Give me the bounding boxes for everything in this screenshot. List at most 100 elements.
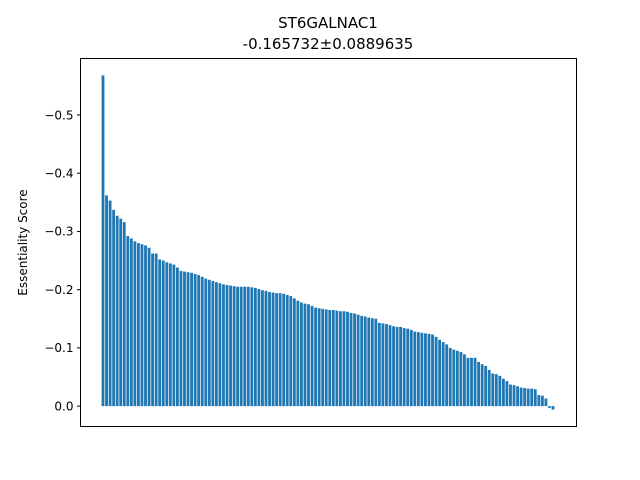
bar — [250, 287, 254, 407]
bar — [278, 293, 282, 407]
bar — [165, 262, 169, 407]
bar — [115, 215, 119, 407]
bar — [544, 398, 548, 407]
bar — [246, 286, 250, 407]
y-axis: 0.0 −0.1 −0.2 −0.3 −0.4 −0.5 — [44, 108, 81, 413]
bar — [427, 333, 431, 407]
bar — [321, 308, 325, 407]
bar — [285, 294, 289, 407]
bar — [186, 272, 190, 407]
bar — [179, 271, 183, 407]
bar — [463, 354, 466, 407]
bar — [239, 286, 243, 407]
bar — [516, 386, 519, 407]
bar — [137, 243, 140, 407]
bar — [480, 364, 484, 407]
bar — [385, 324, 388, 407]
bar — [243, 286, 247, 407]
bar — [129, 238, 133, 407]
bar — [346, 311, 349, 407]
bar — [349, 312, 353, 407]
bar — [434, 336, 438, 407]
bar — [232, 286, 236, 407]
bar — [445, 344, 449, 407]
bar — [261, 290, 264, 407]
bar — [377, 322, 381, 407]
bar — [512, 385, 516, 407]
bar — [172, 264, 176, 407]
bar — [487, 370, 491, 407]
bar — [420, 332, 424, 407]
bar — [402, 328, 406, 407]
bar — [101, 75, 105, 407]
bar — [190, 272, 193, 407]
bar — [406, 328, 410, 407]
bar — [374, 318, 378, 407]
bar — [491, 373, 495, 407]
bar — [526, 388, 530, 407]
bar — [363, 316, 367, 407]
bar — [168, 263, 172, 407]
plot-frame — [80, 58, 577, 427]
bar — [367, 317, 371, 407]
bar — [197, 275, 201, 407]
bar — [317, 308, 321, 407]
bar — [459, 351, 463, 407]
y-tick-label: −0.3 — [44, 225, 73, 239]
bar — [175, 267, 179, 407]
bar — [310, 305, 314, 407]
bar — [530, 388, 534, 407]
bar — [438, 339, 442, 407]
bar — [533, 389, 537, 407]
bar — [399, 326, 403, 407]
bar — [455, 350, 459, 407]
bar — [161, 260, 165, 407]
bar — [484, 365, 488, 407]
bar — [338, 311, 342, 407]
bar — [342, 311, 346, 407]
bar — [473, 357, 477, 407]
bar — [271, 292, 275, 407]
bar — [324, 309, 328, 407]
bar — [452, 349, 456, 407]
bar — [360, 315, 364, 407]
bar — [519, 387, 523, 407]
bar — [353, 313, 356, 407]
bar — [409, 329, 413, 407]
bar — [307, 304, 310, 407]
bar — [204, 278, 208, 407]
bar — [151, 253, 155, 407]
bar — [253, 287, 257, 407]
y-axis-label: Essentiality Score — [16, 189, 30, 295]
bar — [207, 279, 211, 407]
bar — [275, 293, 279, 407]
bar — [225, 285, 229, 407]
bar — [331, 310, 335, 407]
bar — [257, 289, 261, 407]
bar — [388, 325, 392, 407]
bar — [466, 357, 470, 407]
bar — [236, 286, 240, 407]
bar — [214, 282, 218, 407]
bar — [158, 259, 162, 407]
bar — [119, 218, 123, 407]
bar — [144, 245, 147, 407]
bar — [548, 406, 551, 408]
bar — [505, 381, 509, 407]
bar — [551, 406, 555, 410]
bar — [296, 300, 300, 407]
bar — [448, 347, 452, 407]
bar — [381, 323, 385, 407]
bar — [222, 284, 225, 407]
bar — [229, 285, 232, 407]
bar — [540, 395, 544, 407]
y-tick-label: −0.2 — [44, 283, 73, 297]
bar — [218, 283, 222, 407]
chart-subtitle: -0.165732±0.0889635 — [243, 35, 414, 53]
bar — [303, 303, 307, 407]
bar — [537, 395, 541, 407]
bar — [498, 375, 502, 407]
bar — [424, 333, 427, 407]
y-tick-label: −0.5 — [44, 108, 73, 122]
